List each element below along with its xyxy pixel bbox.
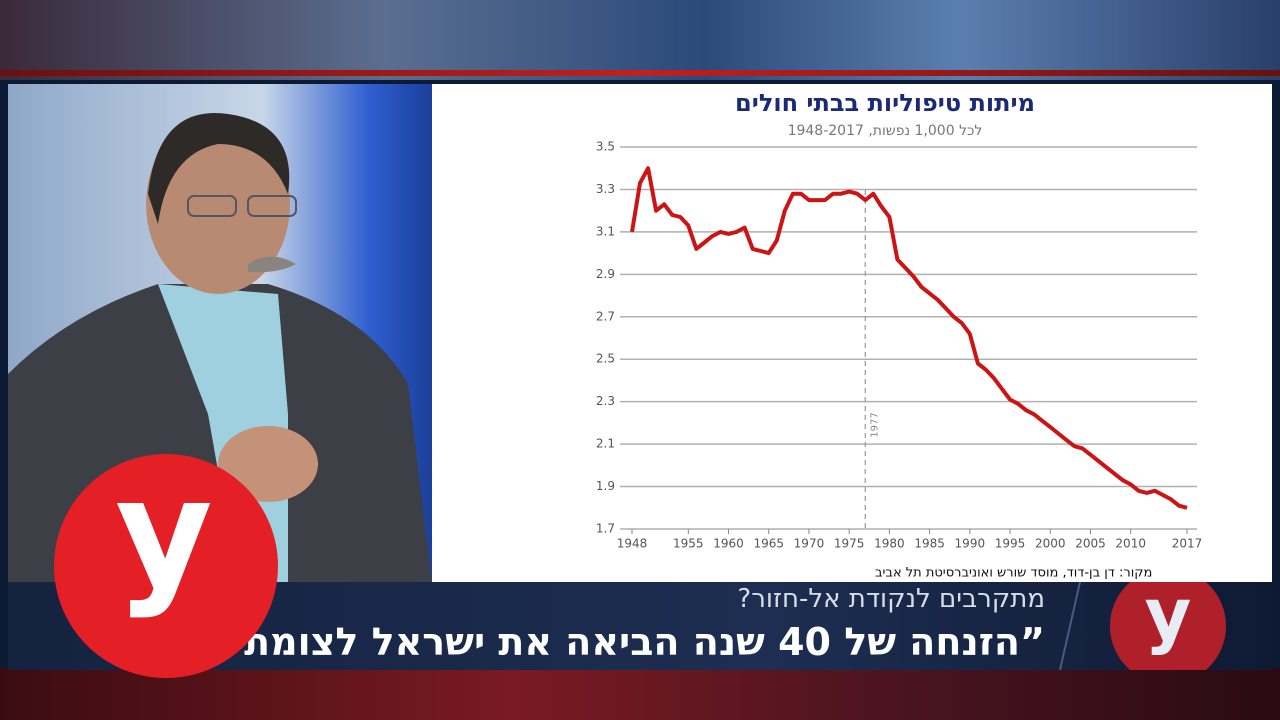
x-tick-label: 1980 — [874, 537, 905, 551]
y-tick-label: 2.3 — [596, 394, 615, 408]
logo-letter: y — [115, 452, 213, 621]
y-tick-label: 2.5 — [596, 352, 615, 366]
glasses — [247, 195, 297, 217]
x-tick-label: 2000 — [1035, 537, 1066, 551]
top-background — [0, 0, 1280, 80]
presenter-video — [8, 84, 432, 584]
y-tick-label: 1.7 — [596, 522, 615, 536]
x-tick-label: 1995 — [995, 537, 1026, 551]
x-tick-label: 1985 — [914, 537, 945, 551]
hair — [148, 113, 290, 224]
y-tick-label: 1.9 — [596, 479, 615, 493]
x-tick-label: 1948 — [617, 537, 648, 551]
logo-small: y — [1145, 582, 1192, 657]
y-tick-label: 2.7 — [596, 309, 615, 323]
y-tick-label: 2.1 — [596, 437, 615, 451]
headline-clip: ”הזנחה של 40 שנה הביאה את ישראל לצומת ק — [40, 620, 1045, 670]
x-tick-label: 1975 — [834, 537, 865, 551]
chart-title: מיתות טיפוליות בבתי חולים — [735, 89, 1035, 117]
y-tick-label: 3.3 — [596, 182, 615, 196]
hands — [218, 426, 318, 502]
divider — [1059, 582, 1081, 670]
chart: מיתות טיפוליות בבתי חולים לכל 1,000 נפשו… — [596, 89, 1203, 581]
data-line — [630, 166, 1188, 510]
logo-globe — [1110, 582, 1226, 670]
x-tick-label: 2005 — [1075, 537, 1106, 551]
mustache — [248, 256, 296, 273]
x-tick-label: 1965 — [753, 537, 784, 551]
channel-bug: y — [1059, 582, 1226, 670]
glasses — [187, 195, 237, 217]
chart-subtitle: לכל 1,000 נפשות, 1948-2017 — [788, 123, 983, 139]
x-tick-label: 2010 — [1115, 537, 1146, 551]
chart-source: מקור: דן בן-דוד, מוסד שורש ואוניברסיטת ת… — [875, 566, 1152, 581]
y-tick-label: 3.5 — [596, 140, 615, 154]
bottom-background — [0, 668, 1280, 720]
x-tick-label: 1955 — [673, 537, 704, 551]
logo: y — [54, 452, 278, 678]
chart-panel — [432, 84, 1272, 582]
red-strip — [0, 70, 1280, 76]
x-tick-label: 1970 — [794, 537, 825, 551]
y-tick-label: 3.1 — [596, 224, 615, 238]
x-tick-label: 2017 — [1172, 537, 1203, 551]
logo-circle — [54, 454, 278, 678]
kicker: מתקרבים לנקודת אל-חזור? — [737, 584, 1045, 614]
x-tick-label: 1990 — [955, 537, 986, 551]
x-tick-label: 1960 — [713, 537, 744, 551]
headline: ”הזנחה של 40 שנה הביאה את ישראל לצומת ק — [202, 620, 1045, 664]
y-tick-label: 2.9 — [596, 267, 615, 281]
reference-label: 1977 — [869, 412, 880, 437]
